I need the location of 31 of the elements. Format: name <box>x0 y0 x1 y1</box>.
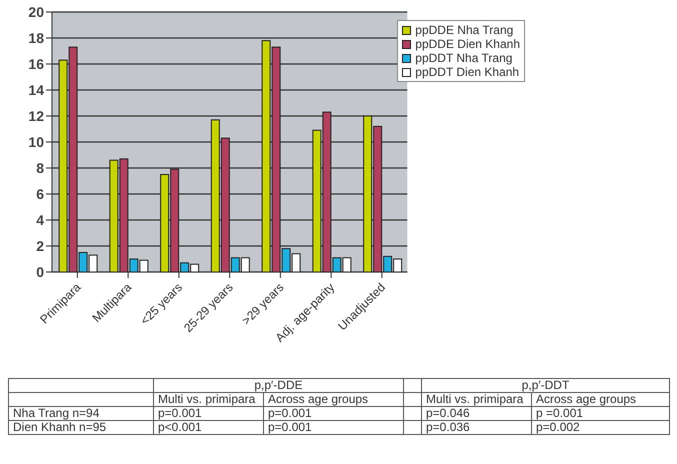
text: Multi vs. primipara <box>422 392 532 406</box>
text: Multi vs. primipara <box>154 392 264 406</box>
text: p=0.001 <box>264 406 404 420</box>
legend-label: ppDDE Nha Trang <box>415 23 514 37</box>
y-tick-label: 10 <box>28 134 44 150</box>
text: p=0.001 <box>264 420 404 434</box>
y-tick-label: 6 <box>36 186 44 202</box>
y-tick-label: 16 <box>28 56 44 72</box>
legend-label: ppDDT Nha Trang <box>415 51 512 65</box>
text: p=0.002 <box>532 420 670 434</box>
y-tick-label: 14 <box>28 82 44 98</box>
text: p =0.001 <box>532 406 670 420</box>
text: Across age groups <box>264 392 404 406</box>
text: p=0.046 <box>422 406 532 420</box>
y-tick-label: 18 <box>28 30 44 46</box>
y-tick-label: 12 <box>28 108 44 124</box>
text: Nha Trang n=94 <box>8 406 154 420</box>
text: p=0.036 <box>422 420 532 434</box>
text: p<0.001 <box>154 420 264 434</box>
legend-label: ppDDE Dien Khanh <box>415 37 520 51</box>
y-tick-label: 2 <box>36 238 44 254</box>
y-tick-label: 20 <box>28 4 44 20</box>
text: Across age groups <box>532 392 670 406</box>
y-tick-label: 4 <box>36 212 44 228</box>
text: p,p′-DDT <box>422 378 670 392</box>
y-tick-label: 0 <box>36 264 44 280</box>
text: p=0.001 <box>154 406 264 420</box>
y-tick-label: 8 <box>36 160 44 176</box>
text: Dien Khanh n=95 <box>8 420 154 434</box>
legend-label: ppDDT Dien Khanh <box>415 65 520 79</box>
text: p,p′-DDE <box>154 378 404 392</box>
